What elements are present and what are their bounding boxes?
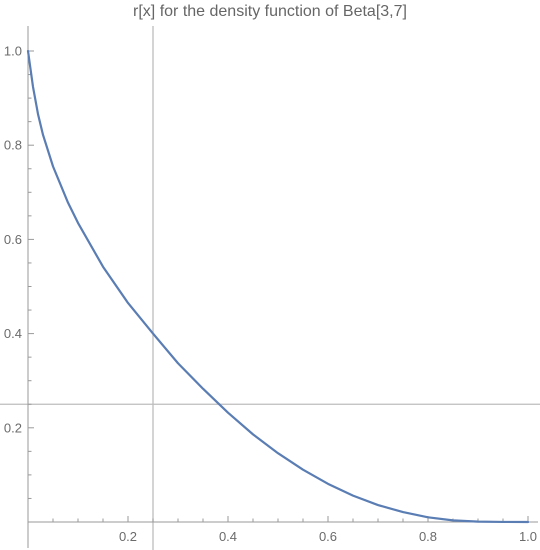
- x-tick-label: 1.0: [519, 529, 537, 544]
- x-tick-label: 0.4: [219, 529, 237, 544]
- x-tick-label: 0.6: [319, 529, 337, 544]
- y-tick-label: 0.6: [4, 232, 22, 247]
- y-tick-label: 1.0: [4, 44, 22, 59]
- y-tick-label: 0.4: [4, 326, 22, 341]
- x-tick-label: 0.2: [119, 529, 137, 544]
- chart-title: r[x] for the density function of Beta[3,…: [133, 3, 407, 20]
- x-tick-label: 0.8: [419, 529, 437, 544]
- y-tick-label: 0.8: [4, 138, 22, 153]
- y-tick-label: 0.2: [4, 420, 22, 435]
- series-line: [26, 49, 530, 524]
